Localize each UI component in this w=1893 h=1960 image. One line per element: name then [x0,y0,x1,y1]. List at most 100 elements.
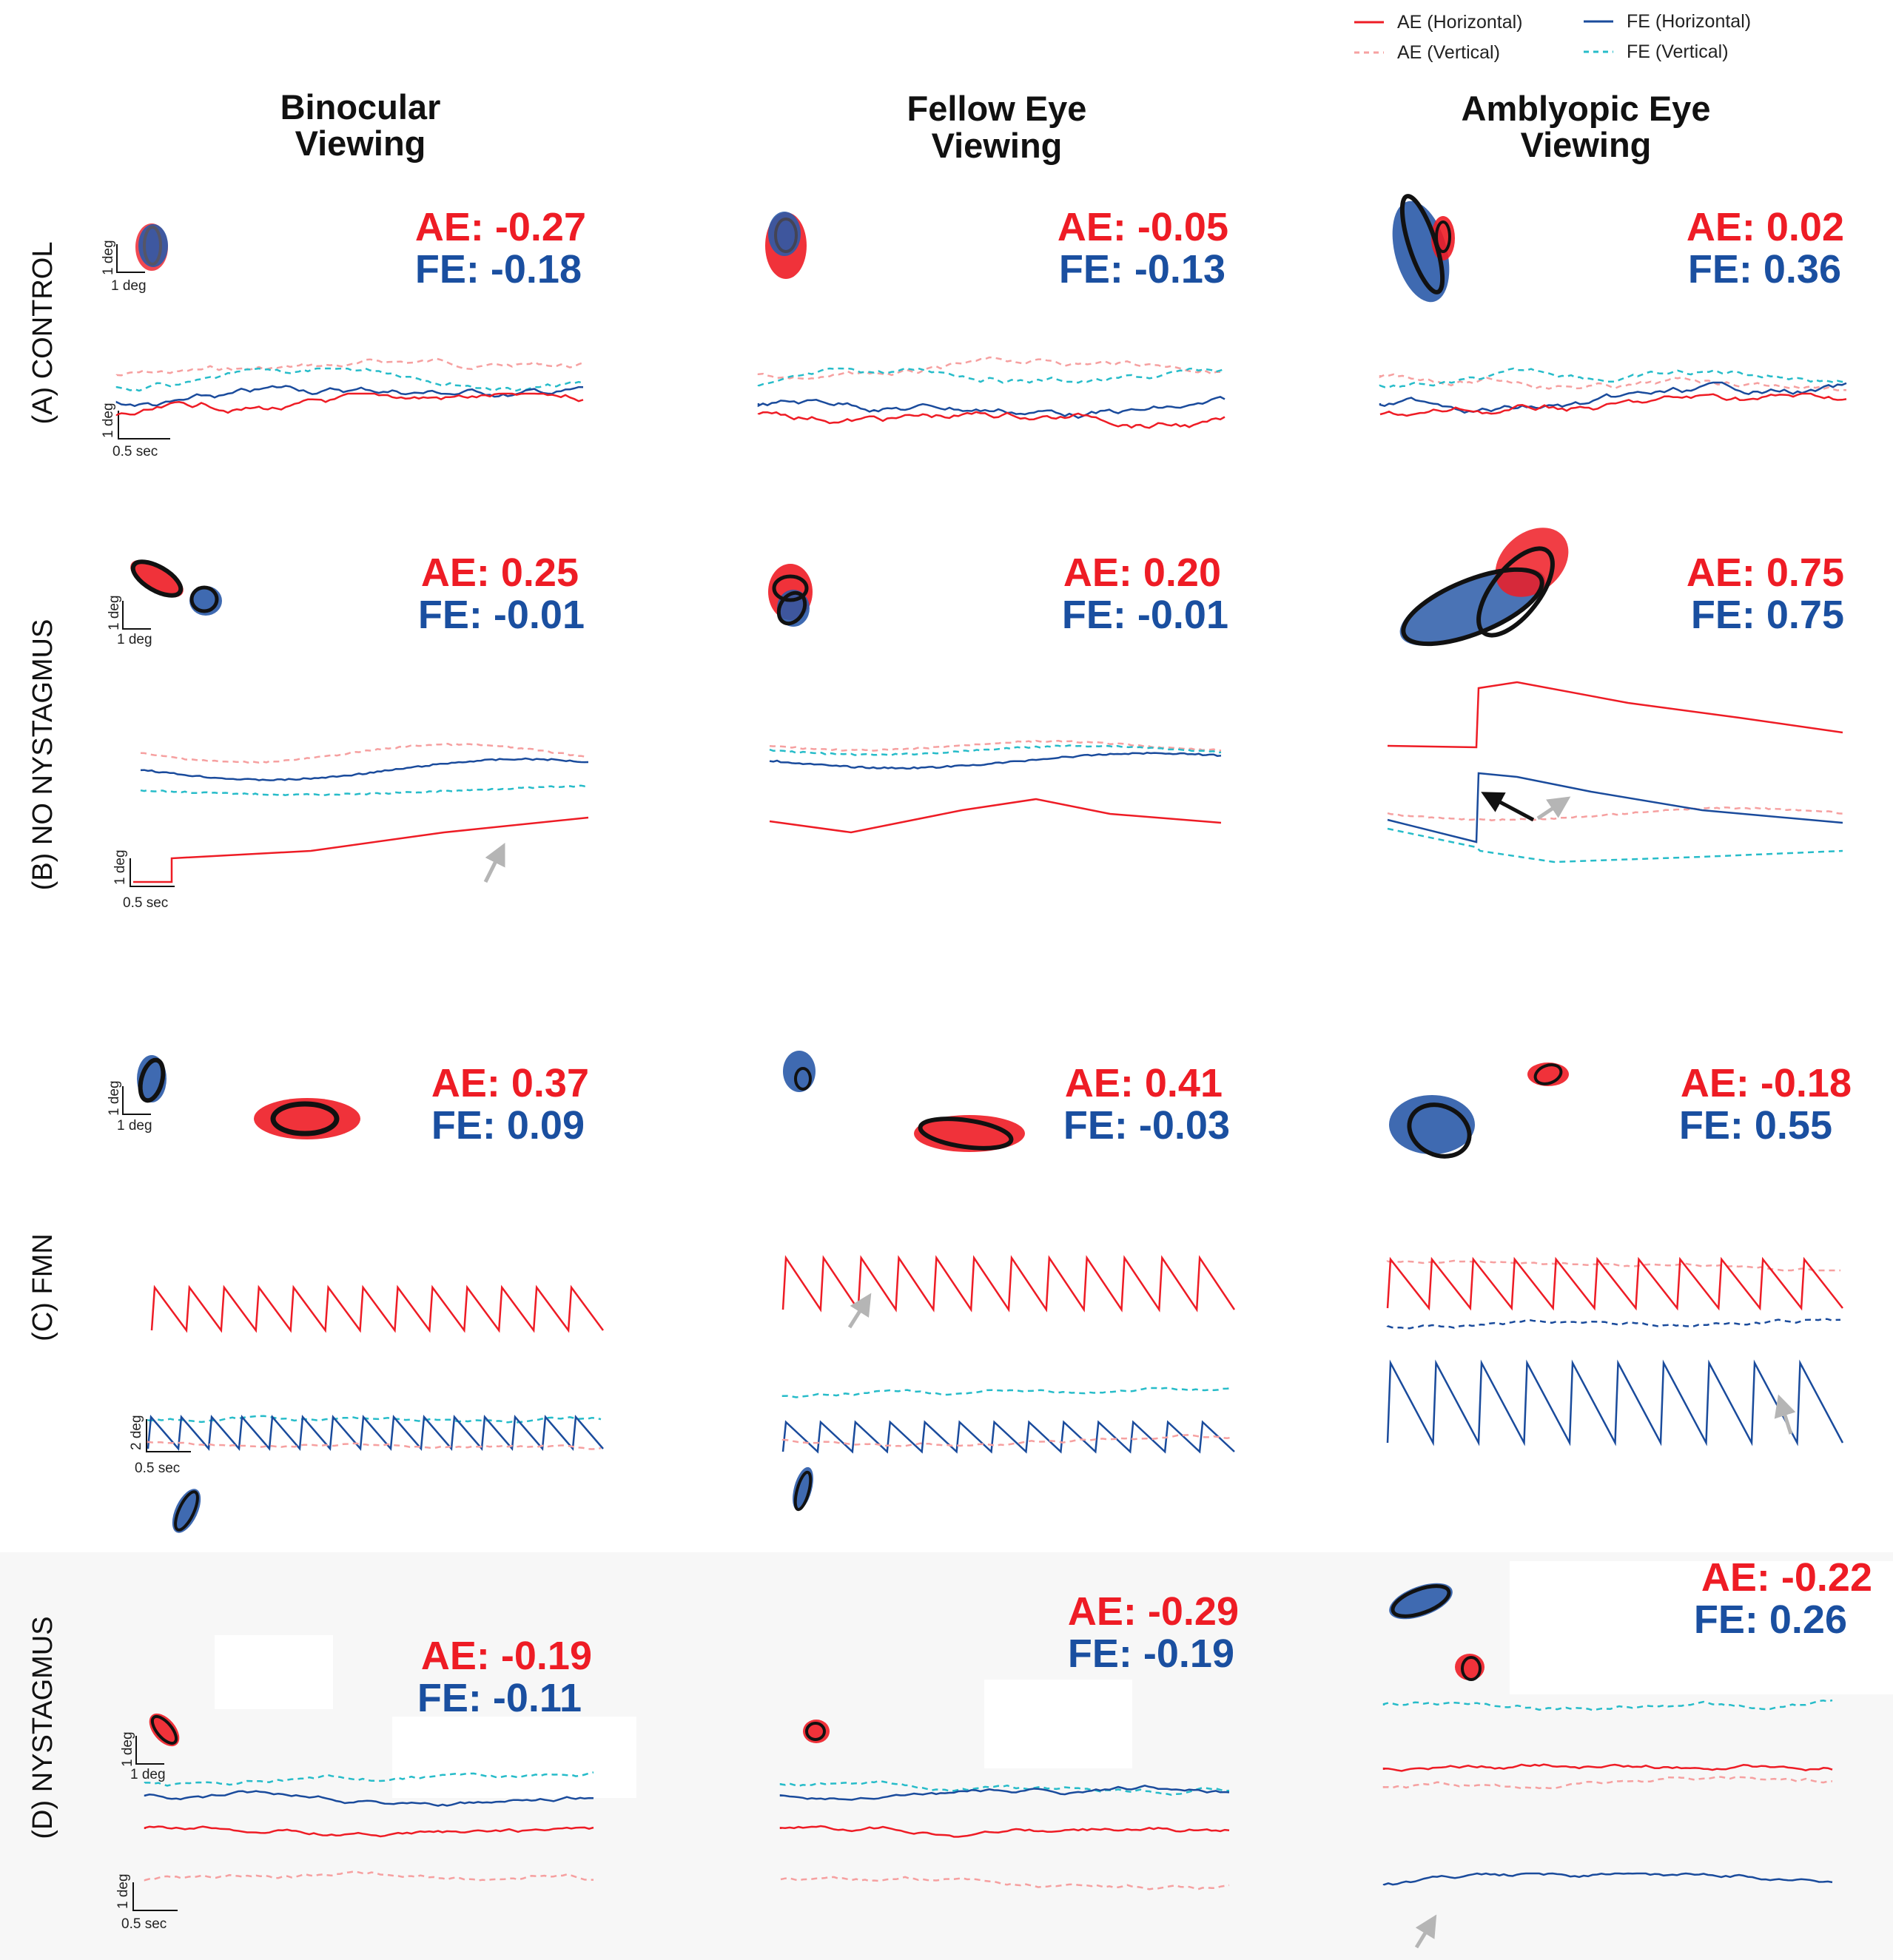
corr-fe-b-binocular: FE: -0.01 [418,593,585,637]
scale-bar-a-scatter [116,244,145,273]
trace-c-0-ae-horizontal [150,1284,605,1333]
corr-fe-d-binocular: FE: -0.11 [417,1676,582,1720]
corr-ae-b-amblyopic: AE: 0.75 [1687,550,1844,595]
scale-bar-c-trace [146,1419,191,1452]
trace-b-2-fe-vertical [1387,827,1843,863]
scale-c-trace-time: 0.5 sec [135,1461,180,1476]
bcea-ellipse [1391,1584,1451,1618]
bcea-ellipse [793,1470,813,1512]
row-label-fmn: (C) FMN [27,1233,58,1341]
row-label-no-nystagmus: (B) NO NYSTAGMUS [27,619,58,891]
trace-a-1-fe-vertical [757,367,1225,387]
row-labels: (A) CONTROL (B) NO NYSTAGMUS (C) FMN (D)… [27,242,58,1839]
cloud-c-fellow [783,1051,1025,1152]
corr-fe-a-fellow: FE: -0.13 [1059,247,1225,292]
corr-ae-c-fellow: AE: 0.41 [1065,1061,1223,1105]
trace-b-0-ae-vertical [140,742,589,764]
bcea-ellipse [772,574,809,602]
cloud-a-fellow [765,212,807,279]
trace-c-1-fe-horizontal [781,1420,1235,1454]
bcea-ellipse [805,1722,826,1741]
corr-ae-d-binocular: AE: -0.19 [421,1634,592,1678]
blank-patch [1510,1561,1893,1694]
corr-fe-b-amblyopic: FE: 0.75 [1691,593,1844,637]
blank-patch [984,1680,1132,1768]
trace-a-1-ae-vertical [757,356,1225,380]
arrow-gray-b-amblyopic [1536,796,1571,821]
column-titles: Binocular Viewing Fellow Eye Viewing Amb… [280,87,1711,165]
scale-bar-b-scatter [122,601,151,630]
trace-b-1-fe-horizontal [769,752,1222,770]
corr-fe-a-amblyopic: FE: 0.36 [1688,247,1841,292]
trace-a-2-ae-horizontal [1379,392,1847,417]
trace-a-1-fe-horizontal [757,395,1225,420]
corr-fe-b-fellow: FE: -0.01 [1062,593,1228,637]
bcea-ellipse [1407,1102,1472,1159]
scale-a-scatter-vertical: 1 deg [101,240,116,275]
legend: AE (Horizontal) AE (Vertical) FE (Horizo… [1354,11,1751,63]
corr-ae-c-binocular: AE: 0.37 [431,1061,589,1105]
scale-bar-d-scatter [135,1736,164,1765]
bcea-ellipse [1435,220,1451,253]
trace-b-2-fe-horizontal [1387,772,1843,843]
cloud-b-fellow [768,564,813,627]
correlation-labels: AE: -0.27 FE: -0.18 AE: -0.05 FE: -0.13 … [415,205,1872,1720]
legend-fe-vertical: FE (Vertical) [1627,41,1729,62]
cloud-a-amblyopic [1392,194,1455,303]
bcea-ellipse [189,585,219,613]
scale-bar-b-trace [130,858,175,887]
scale-b-trace-time: 0.5 sec [123,895,168,911]
blank-patch [392,1717,636,1798]
trace-c-1-ae-vertical [781,1434,1232,1448]
bcea-ellipse [174,1490,199,1532]
corr-ae-b-binocular: AE: 0.25 [421,550,579,595]
trace-b-0-fe-vertical [140,784,589,797]
legend-ae-vertical: AE (Vertical) [1397,42,1500,63]
trace-d-1-fe-vertical [779,1779,1230,1796]
corr-ae-a-binocular: AE: -0.27 [415,205,586,249]
trace-c-0-fe-horizontal [147,1414,604,1452]
bcea-ellipse [918,1117,1014,1151]
scale-b-scatter-horizontal: 1 deg [117,632,152,647]
trace-c-2-fe-horizontal-dashed [1386,1318,1841,1330]
scale-c-scatter-horizontal: 1 deg [117,1118,152,1134]
trace-d-0-ae-horizontal [144,1825,594,1838]
bcea-ellipse [794,1067,812,1091]
bcea-ellipse [1533,1063,1563,1085]
scale-b-trace-vertical: 1 deg [112,849,128,885]
trace-c-2-ae-horizontal [1386,1256,1843,1311]
cloud-c-amblyopic [1389,1062,1569,1159]
corr-ae-d-amblyopic: AE: -0.22 [1701,1555,1872,1600]
arrow-gray-c-amblyopic [1774,1394,1796,1435]
trace-c-1-ae-horizontal [781,1255,1236,1313]
scale-a-trace-vertical: 1 deg [101,403,116,438]
trace-c-1-fe-vertical [781,1387,1232,1398]
corr-ae-a-fellow: AE: -0.05 [1058,205,1228,249]
arrow-gray-b-binocular [483,843,505,883]
row-label-nystagmus: (D) NYSTAGMUS [27,1616,58,1839]
scale-d-scatter-vertical: 1 deg [120,1731,135,1767]
trace-c-2-ae-vertical [1386,1259,1840,1272]
col-title-binocular-line1: Binocular [280,87,441,127]
trace-d-2-ae-horizontal [1382,1763,1833,1772]
scale-bar-d-trace [132,1882,178,1911]
corr-fe-c-binocular: FE: 0.09 [431,1103,585,1148]
scale-c-scatter-vertical: 1 deg [107,1080,122,1116]
trace-d-1-ae-vertical [780,1876,1230,1890]
corr-ae-b-fellow: AE: 0.20 [1063,550,1221,595]
trace-b-2-ae-vertical [1387,806,1843,822]
cloud-b-amblyopic [1399,528,1569,647]
trace-a-0-ae-horizontal [115,392,584,417]
bcea-ellipse [776,590,807,626]
bcea-ellipse [1399,194,1445,294]
corr-fe-d-amblyopic: FE: 0.26 [1694,1597,1847,1642]
blank-patch [215,1635,333,1709]
trace-d-0-fe-horizontal [144,1790,594,1807]
bcea-ellipse [774,218,798,253]
trace-c-2-fe-horizontal [1386,1359,1844,1447]
trace-a-0-fe-vertical [115,367,584,392]
col-title-fellow-line2: Viewing [932,126,1063,165]
bcea-ellipse [138,1057,166,1103]
bcea-ellipse [270,1101,340,1136]
